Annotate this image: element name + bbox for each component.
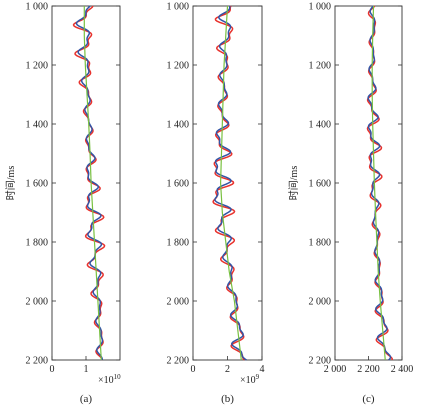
panel-label: (c): [362, 393, 375, 405]
y-tick-label: 1 000: [26, 2, 49, 13]
series-line-2: [214, 5, 247, 361]
y-tick-label: 1 800: [167, 238, 190, 249]
series-line-3: [371, 5, 386, 361]
series-line-3: [220, 5, 242, 361]
y-tick-label: 1 000: [309, 2, 332, 13]
y-tick-label: 1 400: [26, 120, 49, 131]
y-tick-label: 1 200: [167, 61, 190, 72]
y-axis-label: 时间/ms: [4, 166, 17, 201]
y-tick-label: 2 000: [167, 297, 190, 308]
series-line-1: [366, 5, 393, 361]
y-tick-label: 2 000: [26, 297, 49, 308]
x-tick-label: 1: [84, 364, 89, 375]
plot-frame: [334, 5, 403, 361]
panel-label: (b): [221, 393, 234, 405]
x-tick-label: 4: [260, 364, 265, 375]
y-tick-label: 1 400: [309, 120, 332, 131]
y-tick-label: 1 800: [309, 238, 332, 249]
series-line-2: [75, 5, 104, 361]
series-line-2: [367, 5, 392, 361]
y-tick-label: 1 200: [26, 61, 49, 72]
y-tick-label: 1 000: [167, 2, 190, 13]
y-tick-label: 2 200: [26, 356, 49, 367]
x-tick-label: 2 000: [324, 364, 347, 375]
x-tick-label: 0: [191, 364, 196, 375]
y-tick-label: 2 200: [309, 356, 332, 367]
y-tick-label: 2 000: [309, 297, 332, 308]
x-exponent-label: ×1010: [98, 373, 121, 386]
y-tick-label: 1 600: [309, 179, 332, 190]
x-tick-label: 0: [50, 364, 55, 375]
x-tick-label: 2: [225, 364, 230, 375]
y-tick-label: 1 400: [167, 120, 190, 131]
panel-label: (a): [80, 393, 93, 405]
y-tick-label: 1 200: [309, 61, 332, 72]
y-axis-label: 时间/ms: [287, 166, 300, 201]
y-tick-label: 1 600: [167, 179, 190, 190]
x-tick-label: 2 400: [391, 364, 414, 375]
series-line-3: [83, 6, 102, 361]
y-tick-label: 1 600: [26, 179, 49, 190]
x-tick-label: 2 200: [357, 364, 380, 375]
y-tick-label: 1 800: [26, 238, 49, 249]
x-exponent-label: ×109: [240, 373, 260, 386]
y-tick-label: 2 200: [167, 356, 190, 367]
